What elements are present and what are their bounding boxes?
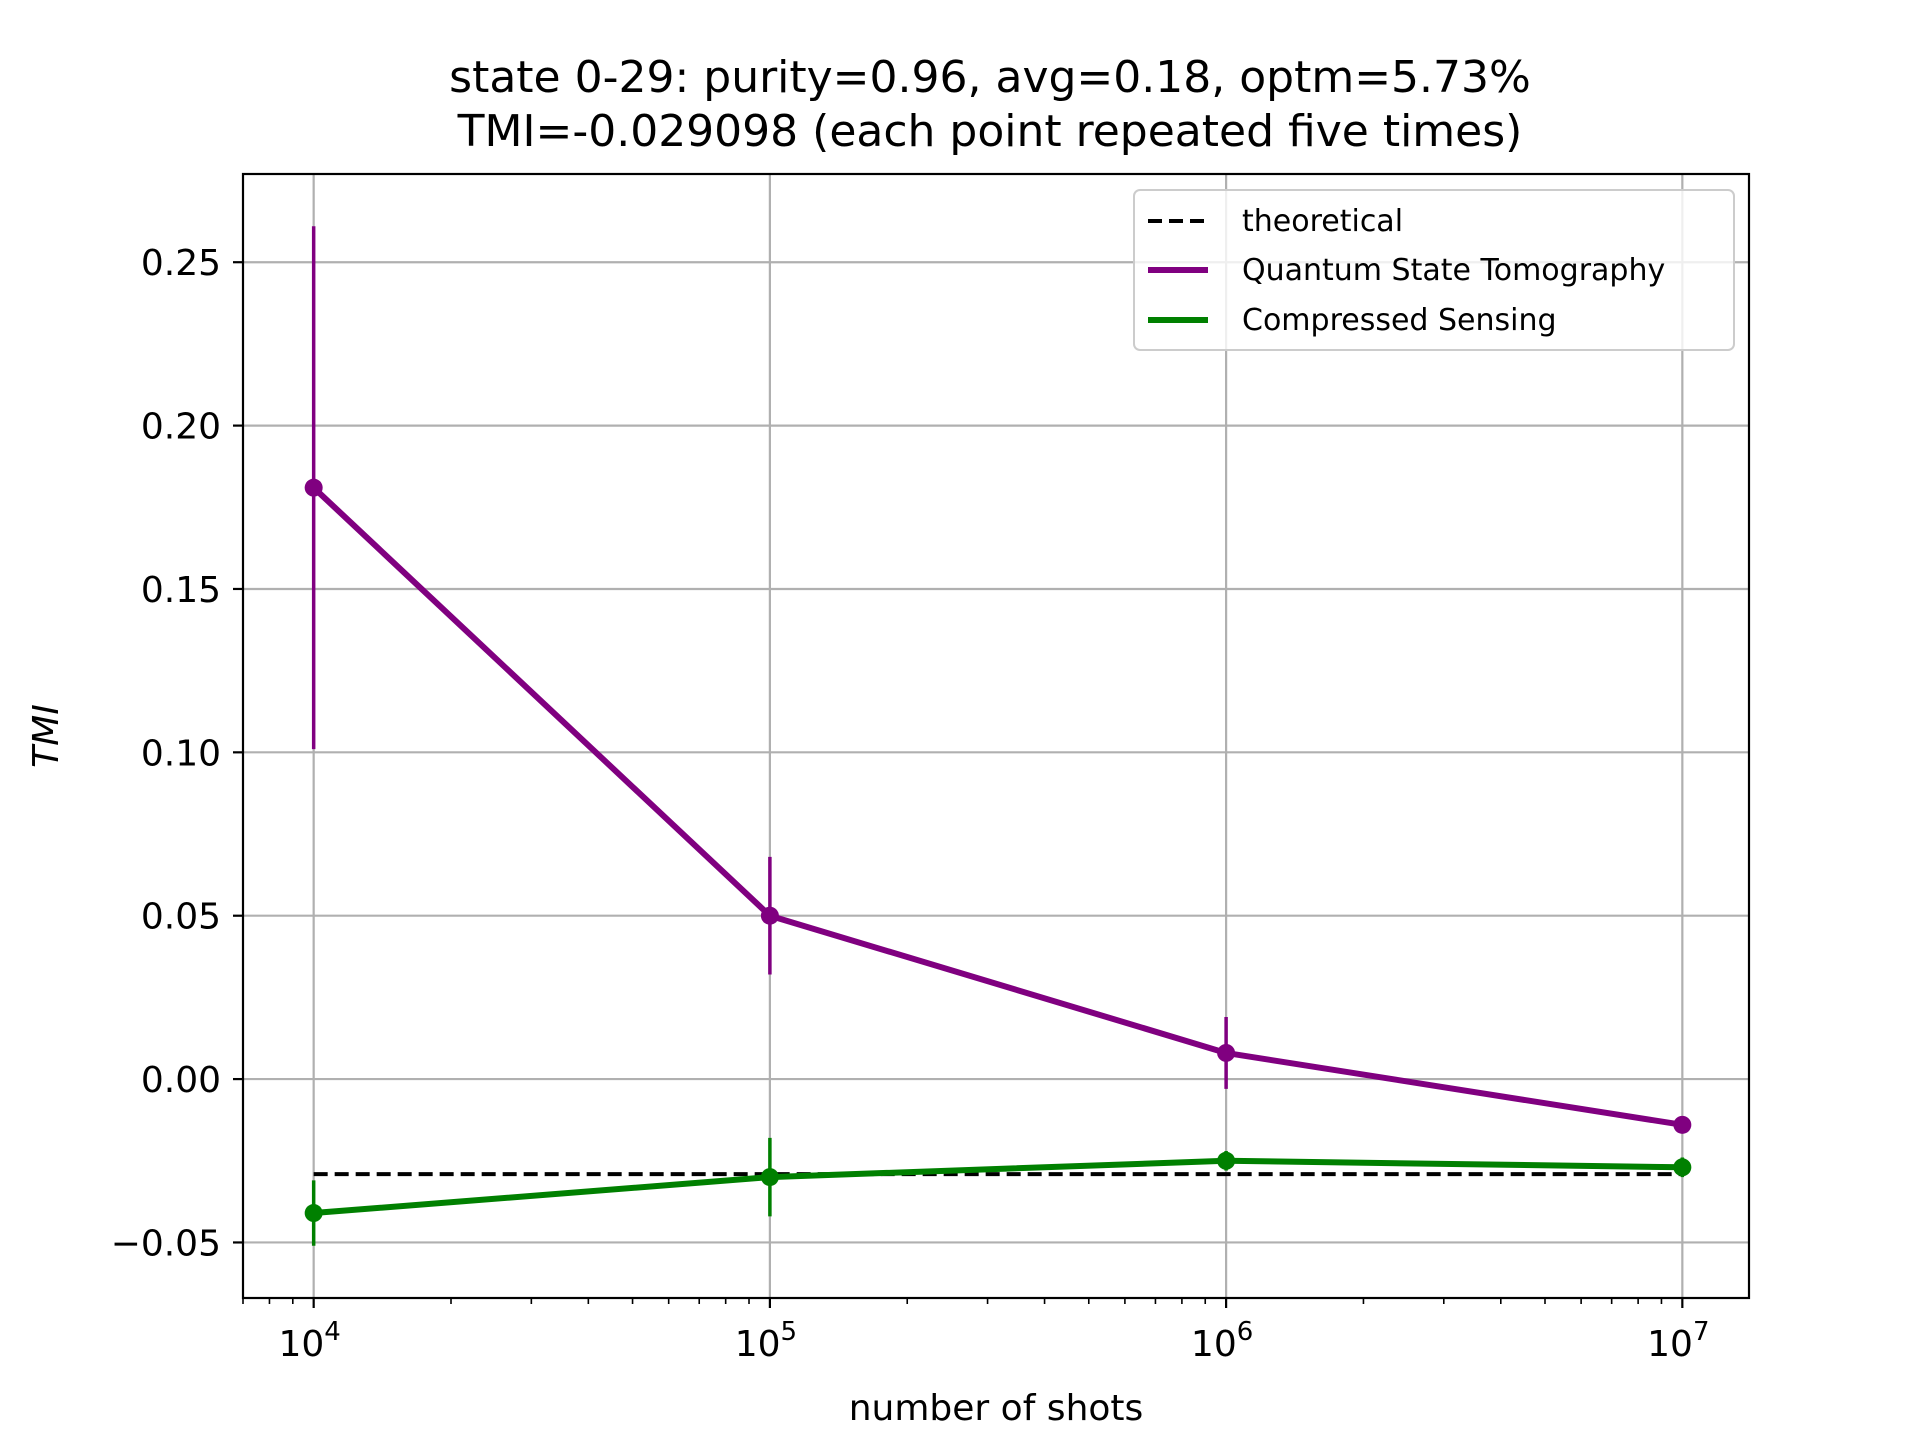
grid (243, 174, 1749, 1298)
x-tick-exponent: 5 (781, 1317, 798, 1347)
data-point-compressed-sensing (760, 1168, 779, 1187)
series-line-quantum-state-tomography (311, 485, 1683, 1128)
data-point-quantum-state-tomography (1217, 1043, 1236, 1062)
x-tick-exponent: 4 (324, 1317, 341, 1347)
y-tick-label: 0.25 (141, 243, 221, 284)
x-axis-ticks: 104 105 106 107 (278, 1298, 1710, 1365)
y-tick-label: −0.05 (111, 1223, 221, 1264)
series-line-compressed-sensing (313, 1157, 1683, 1217)
x-tick-label: 107 (1647, 1317, 1709, 1365)
data-point-quantum-state-tomography (304, 478, 323, 497)
y-tick-label: 0.15 (141, 570, 221, 611)
legend-label-cs: Compressed Sensing (1242, 303, 1557, 338)
data-point-compressed-sensing (304, 1204, 323, 1223)
plot-frame (241, 172, 1751, 1300)
data-point-compressed-sensing (1217, 1151, 1236, 1170)
data-point-quantum-state-tomography (1673, 1115, 1692, 1134)
series-layer (304, 226, 1692, 1246)
y-axis-label: TMI (26, 704, 67, 768)
legend-label-qst: Quantum State Tomography (1242, 253, 1665, 288)
x-tick-exponent: 6 (1237, 1317, 1254, 1347)
y-tick-label: 0.00 (141, 1060, 221, 1101)
y-tick-label: 0.20 (141, 407, 221, 448)
y-tick-label: 0.05 (141, 897, 221, 938)
chart-title-line1: state 0-29: purity=0.96, avg=0.18, optm=… (449, 52, 1531, 103)
data-point-compressed-sensing (1673, 1158, 1692, 1177)
data-point-quantum-state-tomography (760, 906, 779, 925)
legend: theoretical Quantum State Tomography Com… (1133, 189, 1735, 351)
y-axis-ticks: −0.05 0.00 0.05 0.10 0.15 0.20 0.25 (111, 243, 243, 1264)
x-tick-label: 105 (735, 1317, 797, 1365)
legend-label-theoretical: theoretical (1242, 204, 1403, 239)
x-tick-label: 106 (1191, 1317, 1253, 1365)
x-tick-label: 104 (278, 1317, 340, 1365)
y-tick-label: 0.10 (141, 733, 221, 774)
x-tick-exponent: 7 (1693, 1317, 1710, 1347)
chart-title-line2: TMI=-0.029098 (each point repeated five … (457, 106, 1523, 157)
legend-box (1133, 189, 1735, 351)
x-axis-label: number of shots (849, 1388, 1144, 1429)
